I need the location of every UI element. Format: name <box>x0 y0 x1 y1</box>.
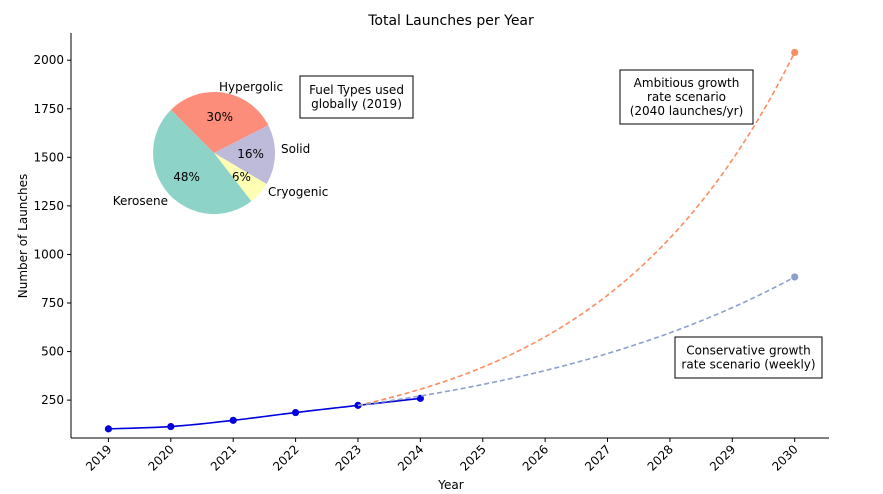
pie-title-text: Fuel Types used <box>309 83 404 97</box>
x-tick-label: 2020 <box>145 442 176 473</box>
x-axis-label: Year <box>437 478 463 492</box>
x-tick-label: 2024 <box>395 442 426 473</box>
y-tick-label: 1000 <box>33 247 64 261</box>
y-tick-label: 2000 <box>33 53 64 67</box>
chart-title: Total Launches per Year <box>367 13 534 29</box>
pie-slice-label: Solid <box>281 142 310 156</box>
series-end-point-2 <box>791 273 799 281</box>
x-tick-label: 2027 <box>582 442 613 473</box>
pie-pct-label: 16% <box>237 147 264 161</box>
pie-pct-label: 30% <box>206 110 233 124</box>
series-line-0 <box>108 397 421 430</box>
annotation-box-0 <box>619 69 754 125</box>
series-line-2 <box>357 276 796 407</box>
pie-title-box <box>299 75 414 119</box>
series-end-point-1 <box>791 48 799 57</box>
x-tick-label: 2023 <box>333 442 364 473</box>
pie-title-text: globally (2019) <box>311 97 402 111</box>
y-axis-label: Number of Launches <box>16 174 30 299</box>
y-tick-label: 1750 <box>33 102 64 116</box>
annotation-text: Ambitious growth <box>634 76 740 90</box>
y-tick-label: 1500 <box>33 150 64 164</box>
annotation-text: (2040 launches/yr) <box>630 104 744 118</box>
pie-slice-label: Kerosene <box>113 194 168 208</box>
annotation-text: rate scenario (weekly) <box>681 358 815 372</box>
annotation-text: Conservative growth <box>686 344 810 358</box>
pie-pct-label: 6% <box>232 170 251 184</box>
annotation-text: rate scenario <box>647 90 726 104</box>
x-tick-label: 2029 <box>707 442 738 473</box>
pie-slice-solid <box>214 125 276 185</box>
pie-slice-hypergolic <box>170 92 269 153</box>
y-tick-label: 750 <box>41 296 64 310</box>
x-tick-label: 2030 <box>769 442 800 473</box>
y-tick-label: 1250 <box>33 199 64 213</box>
x-tick-label: 2028 <box>645 442 676 473</box>
pie-slice-label: Hypergolic <box>219 80 283 94</box>
pie-slice-kerosene <box>153 109 252 214</box>
data-point <box>229 416 237 424</box>
x-tick-label: 2021 <box>208 442 239 473</box>
series-layer <box>104 48 799 433</box>
data-point <box>416 394 424 402</box>
data-point <box>104 425 113 433</box>
pie-pct-label: 48% <box>173 170 200 184</box>
annotation-box-1 <box>674 336 823 379</box>
x-tick-label: 2019 <box>83 442 114 473</box>
data-point <box>291 408 300 417</box>
series-line-1 <box>357 52 796 407</box>
data-point <box>167 422 175 431</box>
x-tick-label: 2022 <box>270 442 301 473</box>
pie-slice-label: Cryogenic <box>268 185 328 199</box>
y-tick-label: 500 <box>41 345 64 359</box>
x-tick-label: 2025 <box>457 442 488 473</box>
pie-inset: 30% Hypergolic 16% Solid 6% Cryogenic 48% Keros… <box>113 75 414 214</box>
y-tick-label: 250 <box>41 393 64 407</box>
pie-slice-cryogenic <box>214 153 267 202</box>
x-tick-label: 2026 <box>520 442 551 473</box>
